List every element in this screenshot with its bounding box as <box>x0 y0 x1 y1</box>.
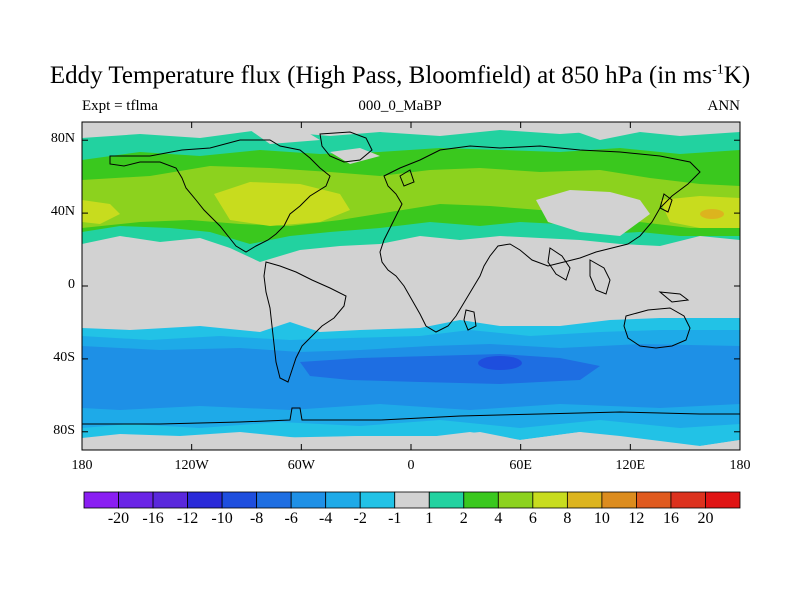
contour-pos-8 <box>700 209 724 219</box>
colorbar-swatch <box>187 491 223 509</box>
colorbar-swatch <box>221 491 258 509</box>
colorbar-label: 6 <box>528 510 537 527</box>
lat-label: 0 <box>68 277 75 292</box>
colorbar-label: -1 <box>388 510 402 527</box>
neutral-patch-antarctic <box>82 432 740 450</box>
contour-neg-8 <box>478 356 522 370</box>
southern-flux-field <box>82 318 740 446</box>
contour-pos-6-pacific <box>660 196 740 228</box>
lon-label: 180 <box>729 458 751 473</box>
period-label: 000_0_MaBP <box>358 98 442 114</box>
season-label: ANN <box>707 98 741 114</box>
colorbar-swatch <box>118 491 154 509</box>
colorbar-label: -20 <box>107 510 130 527</box>
colorbar-swatch <box>601 491 637 509</box>
colorbar-label: -2 <box>353 510 367 527</box>
colorbar-label: 10 <box>593 510 610 527</box>
experiment-label: Expt = tflma <box>82 98 158 114</box>
colorbar-label: -4 <box>319 510 333 527</box>
colorbar-swatch <box>359 491 396 509</box>
coast-japan <box>659 193 673 213</box>
colorbar <box>83 491 741 509</box>
coast-new-guinea <box>658 291 690 303</box>
colorbar-label: 12 <box>628 510 645 527</box>
contour-pos-6-westpacific <box>82 200 120 224</box>
colorbar-label: -8 <box>249 510 264 527</box>
coast-greenland <box>319 131 373 163</box>
colorbar-swatch <box>705 491 741 509</box>
lon-label: 0 <box>407 458 415 473</box>
colorbar-swatch <box>636 491 672 509</box>
neutral-patches <box>82 124 740 450</box>
lon-label: 60W <box>287 458 315 473</box>
colorbar-label: 16 <box>662 510 679 527</box>
colorbar-swatch <box>290 491 327 509</box>
colorbar-label: 2 <box>459 510 468 527</box>
coast-uk <box>399 169 415 187</box>
contour-pos-6 <box>214 182 350 226</box>
contour-neg-6 <box>300 354 600 384</box>
colorbar-swatch <box>463 491 499 509</box>
lat-label: 40N <box>50 204 75 220</box>
lat-label: 80S <box>53 422 75 438</box>
lon-label: 120W <box>174 458 209 473</box>
colorbar-swatch <box>256 491 292 509</box>
coast-antarctica <box>82 407 740 425</box>
colorbar-swatch <box>566 491 603 509</box>
axis-ticks <box>81 122 741 450</box>
colorbar-label: -6 <box>284 510 298 527</box>
lat-label: 40S <box>53 349 75 365</box>
coast-se-asia <box>589 259 611 295</box>
colorbar-label: -12 <box>176 510 199 527</box>
colorbar-swatch <box>152 491 188 509</box>
colorbar-swatch <box>670 491 706 509</box>
coast-madagascar <box>463 309 477 331</box>
lon-label: 120E <box>615 458 646 473</box>
colorbar-swatch <box>394 491 430 509</box>
colorbar-label: 8 <box>563 510 572 527</box>
colorbar-swatch <box>83 491 119 509</box>
colorbar-swatch <box>428 491 465 509</box>
lon-label: 180 <box>71 458 93 473</box>
neutral-patch-asia <box>536 190 650 236</box>
map-panel <box>82 122 740 450</box>
colorbar-swatch <box>532 491 568 509</box>
colorbar-label: 4 <box>494 510 503 527</box>
coast-north-america <box>109 139 331 253</box>
coastlines <box>82 131 740 425</box>
lat-label: 80N <box>50 131 75 147</box>
colorbar-swatch <box>325 491 361 509</box>
coast-india <box>547 247 571 281</box>
lon-label: 60E <box>509 458 532 473</box>
neutral-patch-arctic-3 <box>560 124 640 140</box>
colorbar-label: 20 <box>697 510 714 527</box>
colorbar-label: -16 <box>142 510 164 527</box>
coast-eurasia-africa <box>379 145 701 333</box>
colorbar-label: -10 <box>211 510 233 527</box>
plot-title: Eddy Temperature flux (High Pass, Bloomf… <box>49 62 751 89</box>
colorbar-swatch <box>497 491 534 509</box>
coast-south-america <box>263 261 347 383</box>
colorbar-label: 1 <box>425 510 434 527</box>
coast-australia <box>623 307 691 349</box>
neutral-patch-arctic-1 <box>330 148 380 164</box>
